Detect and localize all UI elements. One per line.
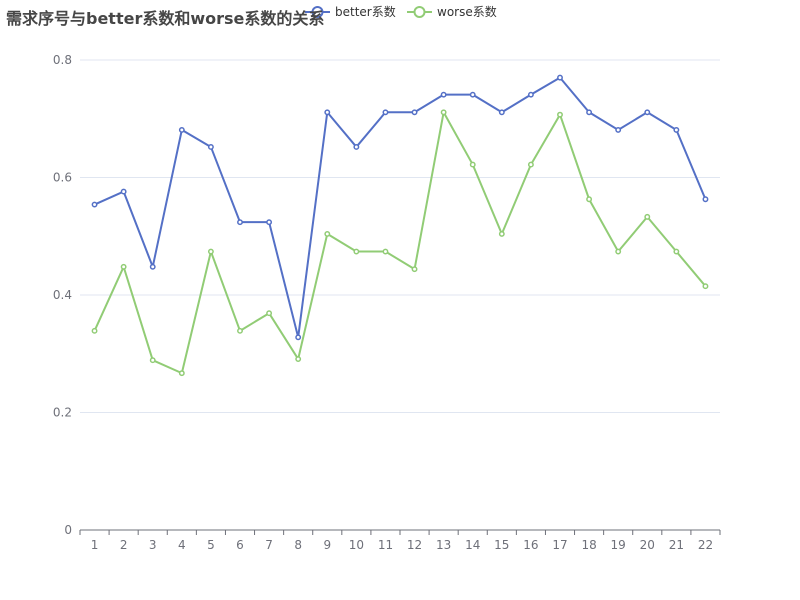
series-line-2	[93, 111, 707, 375]
data-point[interactable]	[527, 91, 534, 98]
data-point[interactable]	[702, 283, 709, 290]
x-tick-label: 19	[611, 538, 626, 552]
data-point[interactable]	[237, 327, 243, 334]
data-point[interactable]	[469, 91, 476, 98]
x-tick-label: 6	[236, 538, 244, 552]
data-point[interactable]	[178, 126, 185, 133]
data-point[interactable]	[615, 248, 622, 255]
data-point[interactable]	[498, 109, 505, 116]
x-tick-label: 22	[698, 538, 713, 552]
data-point[interactable]	[207, 144, 214, 150]
chart-title: 需求序号与better系数和worse系数的关系	[6, 9, 325, 28]
data-point[interactable]	[586, 109, 593, 116]
legend-label: worse系数	[437, 4, 497, 19]
x-tick-label: 20	[640, 538, 655, 552]
data-point[interactable]	[557, 111, 563, 118]
data-point[interactable]	[382, 248, 389, 255]
x-tick-label: 15	[494, 538, 509, 552]
data-point[interactable]	[266, 219, 273, 226]
x-tick-label: 2	[120, 538, 128, 552]
data-point[interactable]	[615, 126, 622, 133]
data-point[interactable]	[557, 74, 563, 81]
data-point[interactable]	[469, 161, 476, 168]
y-tick-label: 0	[64, 523, 72, 537]
x-tick-label: 13	[436, 538, 451, 552]
data-point[interactable]	[178, 370, 185, 377]
x-tick-label: 10	[349, 538, 364, 552]
data-point[interactable]	[353, 144, 360, 150]
x-tick-label: 4	[178, 538, 186, 552]
data-point[interactable]	[673, 126, 680, 133]
data-point[interactable]	[266, 310, 273, 317]
data-point[interactable]	[411, 266, 418, 273]
x-tick-label: 12	[407, 538, 422, 552]
data-point[interactable]	[237, 219, 243, 226]
axes: 00.20.40.60.81 2 3 4 5 6 7 8 9 10 11 12 13 14 15 16 17 18…	[53, 53, 721, 552]
data-point[interactable]	[91, 327, 98, 334]
data-point[interactable]	[120, 188, 127, 195]
data-point[interactable]	[702, 196, 709, 203]
x-tick-label: 9	[323, 538, 331, 552]
x-tick-label: 18	[581, 538, 596, 552]
x-tick-label: 16	[523, 538, 538, 552]
data-point[interactable]	[295, 356, 302, 362]
x-tick-label: 3	[149, 538, 157, 552]
data-point[interactable]	[644, 109, 651, 116]
data-point[interactable]	[324, 230, 331, 237]
data-point[interactable]	[411, 109, 418, 116]
data-point[interactable]	[673, 248, 680, 255]
x-tick-label: 8	[294, 538, 302, 552]
data-point[interactable]	[644, 213, 651, 220]
x-tick-label: 7	[265, 538, 273, 552]
data-point[interactable]	[120, 263, 127, 270]
data-point[interactable]	[207, 248, 214, 255]
legend[interactable]: better系数 worse系数	[305, 4, 497, 19]
legend-item-1[interactable]: better系数	[305, 4, 396, 19]
data-point[interactable]	[149, 357, 156, 364]
legend-label: better系数	[335, 4, 396, 19]
data-point[interactable]	[149, 263, 156, 270]
data-point[interactable]	[527, 161, 534, 168]
legend-item-2[interactable]: worse系数	[407, 4, 497, 19]
data-point[interactable]	[586, 196, 593, 203]
series-1	[91, 74, 709, 341]
data-point[interactable]	[324, 109, 331, 116]
data-point[interactable]	[382, 109, 389, 116]
data-point[interactable]	[353, 248, 360, 255]
x-tick-label: 21	[669, 538, 684, 552]
y-tick-label: 0.8	[53, 53, 72, 67]
legend-circle-icon	[311, 6, 324, 18]
data-point[interactable]	[440, 91, 447, 98]
x-tick-label: 5	[207, 538, 215, 552]
x-tick-label: 14	[465, 538, 480, 552]
data-point[interactable]	[498, 230, 505, 237]
data-point[interactable]	[295, 334, 302, 341]
series-line-1	[94, 76, 707, 339]
series-2	[91, 109, 709, 377]
data-point[interactable]	[440, 109, 447, 116]
grid-lines	[80, 59, 720, 413]
legend-circle-icon	[413, 6, 426, 18]
y-tick-label: 0.6	[53, 171, 72, 185]
x-tick-label: 17	[552, 538, 567, 552]
y-tick-label: 0.4	[53, 288, 72, 302]
x-tick-label: 1	[91, 538, 99, 552]
y-tick-label: 0.2	[53, 406, 72, 420]
data-point[interactable]	[91, 201, 98, 208]
x-tick-label: 11	[378, 538, 393, 552]
series-lines	[91, 74, 709, 377]
